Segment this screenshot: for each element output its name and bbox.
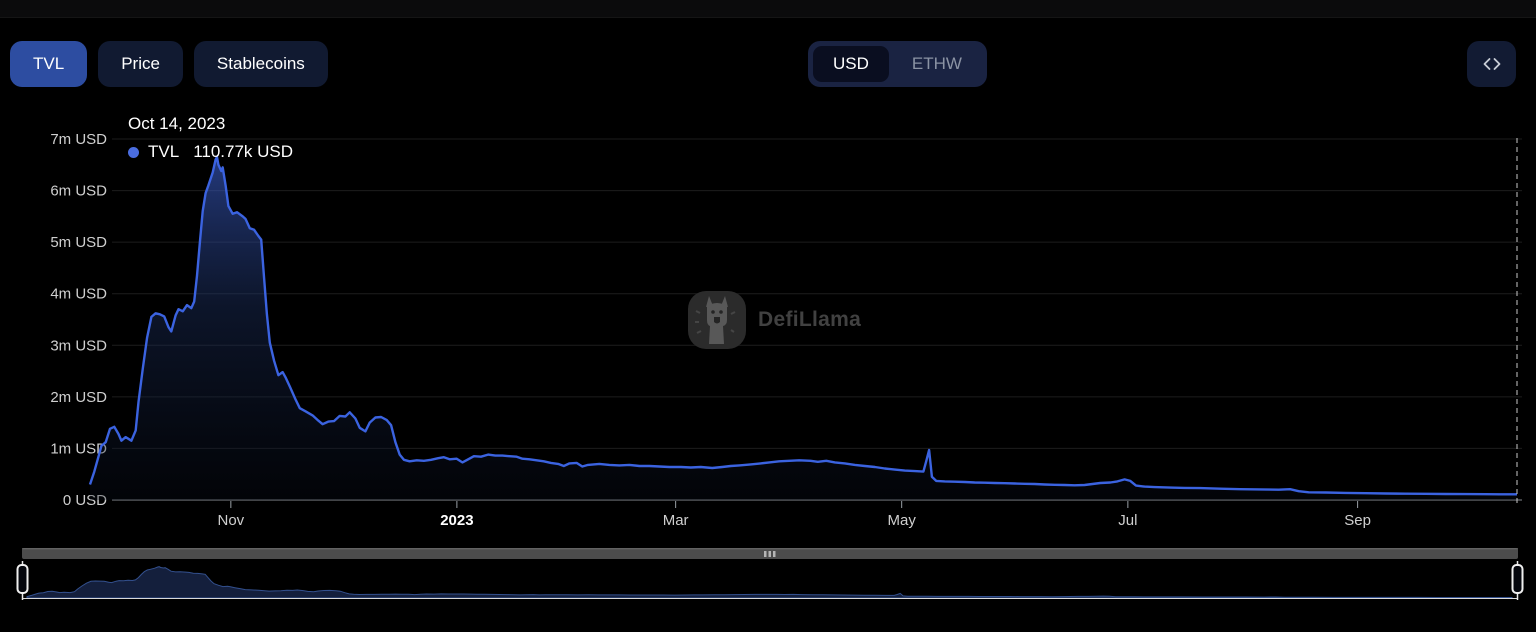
top-strip xyxy=(0,0,1536,18)
y-axis-label: 5m USD xyxy=(50,234,107,251)
x-axis-label: Sep xyxy=(1344,512,1371,529)
brush-handle-right[interactable] xyxy=(1511,561,1524,600)
tooltip-date: Oct 14, 2023 xyxy=(128,114,226,133)
y-axis-label: 6m USD xyxy=(50,183,107,200)
brush-grip-icon[interactable] xyxy=(764,551,767,557)
defillama-logo-icon xyxy=(688,291,746,349)
watermark-text: DefiLlama xyxy=(758,308,862,331)
denomination-toggle: USD ETHW xyxy=(808,41,987,87)
x-axis-label: Jul xyxy=(1118,512,1137,529)
embed-code-button[interactable] xyxy=(1467,41,1516,87)
tab-stablecoins[interactable]: Stablecoins xyxy=(193,41,328,87)
x-axis-label: 2023 xyxy=(440,512,473,529)
y-axis-label: 2m USD xyxy=(50,389,107,406)
brush-handle-left[interactable] xyxy=(16,561,29,600)
tooltip-series-row: TVL 110.77k USD xyxy=(128,142,293,162)
y-axis-label: 7m USD xyxy=(50,131,107,148)
toggle-ethw[interactable]: ETHW xyxy=(892,46,982,82)
y-axis-label: 1m USD xyxy=(50,440,107,457)
x-axis-label: Mar xyxy=(663,512,689,529)
brush-minimap-area[interactable] xyxy=(26,566,1513,599)
tab-tvl[interactable]: TVL xyxy=(10,41,88,87)
tab-price[interactable]: Price xyxy=(98,41,183,87)
tooltip-series-name: TVL xyxy=(148,142,180,161)
tooltip-value: 110.77k USD xyxy=(193,142,294,161)
brush-grip-icon[interactable] xyxy=(773,551,776,557)
tvl-area-fill xyxy=(90,157,1517,500)
brush-grip-icon[interactable] xyxy=(768,551,772,557)
x-axis-label: Nov xyxy=(218,512,245,529)
y-axis-label: 4m USD xyxy=(50,286,107,303)
x-axis-label: May xyxy=(888,512,917,529)
chart-type-tabs: TVL Price Stablecoins xyxy=(10,41,328,87)
code-icon xyxy=(1483,58,1500,70)
tvl-line xyxy=(88,155,1517,496)
series-dot-icon xyxy=(128,146,139,158)
chart-tooltip: Oct 14, 2023 TVL 110.77k USD xyxy=(128,114,293,162)
toggle-usd[interactable]: USD xyxy=(813,46,889,82)
defillama-watermark: DefiLlama xyxy=(687,290,861,350)
y-axis-label: 3m USD xyxy=(50,337,107,354)
